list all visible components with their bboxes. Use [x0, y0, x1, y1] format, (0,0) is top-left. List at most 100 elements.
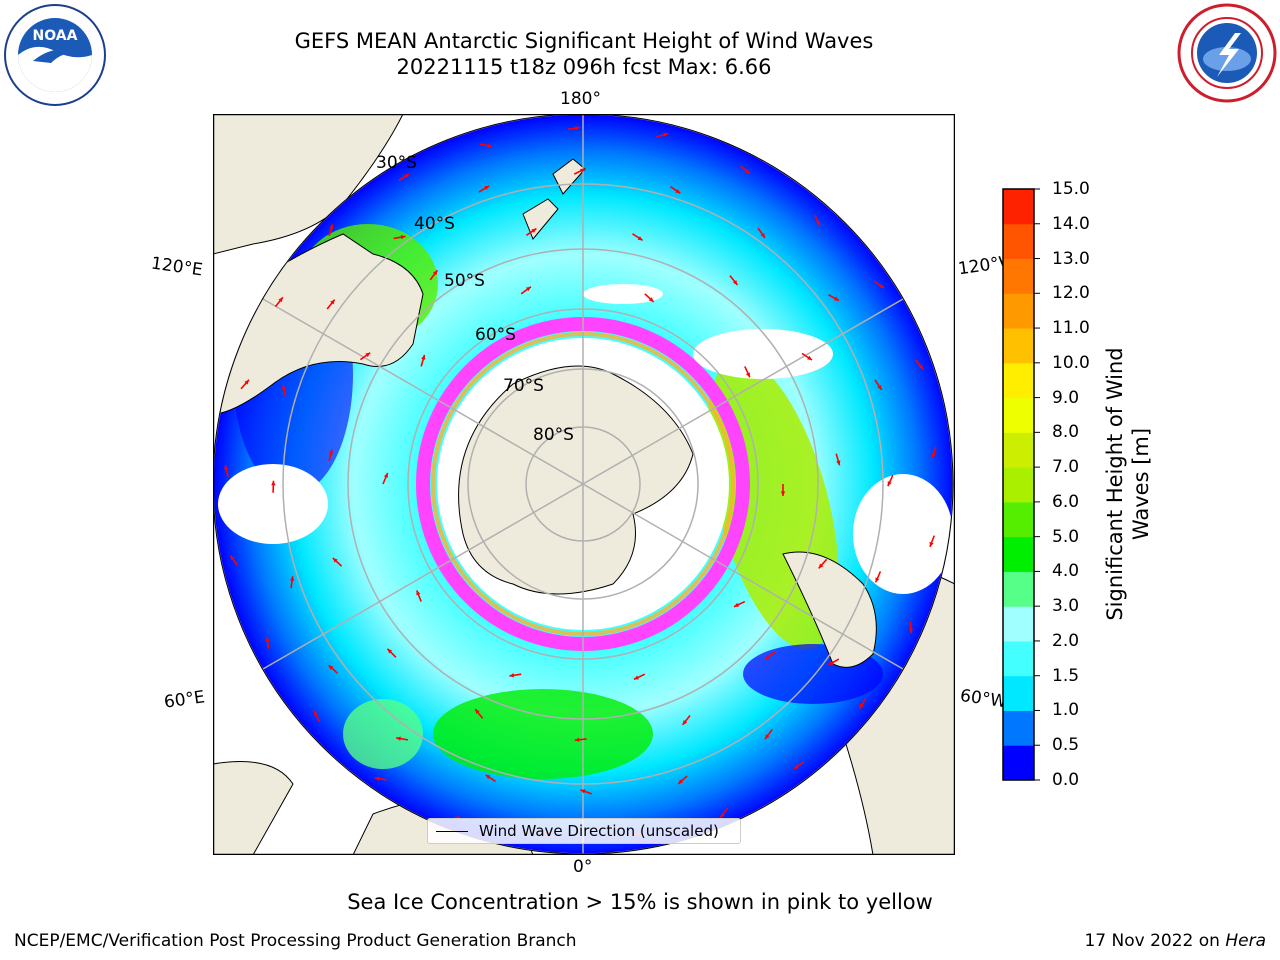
wave-direction-arrow [858, 698, 867, 710]
wave-direction-arrow [281, 384, 287, 397]
wave-direction-arrow [814, 214, 821, 227]
wave-direction-arrow [526, 227, 537, 237]
wave-direction-arrow [393, 235, 406, 240]
wave-direction-arrow [632, 233, 644, 242]
colorbar-tick-label: 4.0 [1052, 561, 1080, 582]
wave-direction-arrow [274, 296, 284, 308]
wave-direction-arrow [874, 571, 882, 583]
wave-direction-arrow [931, 446, 937, 459]
lon-label-0: 0° [573, 857, 593, 877]
colorbar-tick-label: 7.0 [1052, 457, 1080, 478]
wave-direction-arrow [429, 269, 439, 281]
colorbar-tick-label: 11.0 [1052, 318, 1090, 339]
wave-direction-arrow [740, 165, 751, 175]
wave-direction-arrow [328, 449, 334, 462]
wave-direction-arrow [573, 168, 586, 175]
wave-direction-arrow [828, 658, 840, 666]
wave-direction-arrow [574, 737, 587, 742]
footer-host: Hera [1225, 931, 1266, 951]
colorbar-segment [1003, 328, 1034, 364]
wave-direction-arrow [633, 673, 646, 681]
wave-direction-arrow [793, 761, 805, 770]
colorbar-segment [1003, 293, 1034, 329]
wave-direction-arrow [382, 472, 389, 485]
lat-label-30s: 30°S [376, 153, 417, 173]
wave-direction-arrow [374, 776, 387, 781]
wave-direction-arrow [915, 359, 924, 370]
wave-direction-arrow [386, 648, 397, 658]
colorbar-tick-label: 13.0 [1052, 248, 1090, 269]
wave-direction-arrow [265, 636, 270, 649]
wave-direction-arrow [395, 736, 409, 741]
colorbar-segment [1003, 640, 1034, 677]
footer-date-text: 17 Nov 2022 on [1084, 931, 1226, 951]
wave-direction-arrow [929, 535, 935, 548]
colorbar-segment [1003, 189, 1034, 225]
graticule [213, 114, 953, 854]
wave-direction-arrow [887, 474, 894, 487]
wave-direction-arrow [478, 185, 490, 193]
wave-direction-arrow [398, 173, 410, 182]
wave-direction-arrow [580, 789, 593, 795]
colorbar-tick-label: 14.0 [1052, 213, 1090, 234]
wave-direction-arrow [744, 366, 751, 378]
nws-logo [1177, 3, 1277, 103]
wave-direction-arrow [359, 352, 371, 361]
colorbar-segment [1003, 501, 1034, 538]
wave-direction-arrow [828, 294, 840, 302]
wave-direction-arrow [681, 714, 691, 726]
wave-direction-arrow [764, 651, 776, 660]
colorbar-segment [1003, 745, 1034, 781]
colorbar-tick-label: 3.0 [1052, 596, 1080, 617]
colorbar-tick-label: 6.0 [1052, 491, 1080, 512]
colorbar-tick-label: 10.0 [1052, 352, 1090, 373]
wave-direction-arrow [873, 280, 885, 289]
wave-direction-arrow [326, 299, 336, 310]
lon-label-180: 180° [560, 89, 601, 109]
colorbar-segment [1003, 710, 1034, 746]
colorbar-tick-label: 9.0 [1052, 387, 1080, 408]
lat-label-80s: 80°S [533, 425, 574, 445]
wave-direction-arrow [801, 352, 813, 361]
wave-direction-arrow [677, 775, 688, 785]
lon-label-60e: 60°E [162, 687, 207, 713]
wave-direction-arrow [485, 774, 497, 783]
colorbar-segment [1003, 675, 1034, 711]
wave-direction-arrow [729, 275, 739, 286]
wave-direction-arrow [764, 729, 773, 740]
lon-label-120e: 120°E [149, 253, 204, 281]
wave-direction-arrow [420, 354, 426, 367]
wind-wave-arrows [224, 126, 937, 839]
lat-label-70s: 70°S [503, 376, 544, 396]
noaa-logo: NOAA [4, 4, 106, 106]
wave-direction-arrow [520, 286, 532, 295]
wave-direction-arrow [509, 673, 522, 678]
colorbar-tick-label: 0.5 [1052, 735, 1080, 756]
wave-direction-arrow [328, 224, 334, 236]
colorbar-tick-label: 1.5 [1052, 665, 1080, 686]
wave-direction-arrow [908, 621, 914, 634]
wave-direction-arrow [719, 807, 729, 819]
wave-blob-green-south [433, 689, 653, 779]
lat-label-40s: 40°S [414, 214, 455, 234]
footer-date: 17 Nov 2022 on Hera [1084, 931, 1266, 951]
wave-direction-arrow [224, 464, 229, 477]
wave-direction-arrow [835, 453, 841, 466]
wave-direction-arrow [656, 132, 669, 138]
wave-direction-arrow [567, 126, 580, 131]
lat-label-50s: 50°S [444, 271, 485, 291]
colorbar-tick-label: 5.0 [1052, 526, 1080, 547]
wave-direction-arrow [480, 143, 493, 148]
polar-map [213, 114, 955, 855]
map-legend: Wind Wave Direction (unscaled) [427, 818, 741, 844]
wave-direction-arrow [240, 379, 250, 390]
wave-direction-arrow [757, 227, 766, 239]
wave-direction-arrow [328, 664, 339, 674]
wave-direction-arrow [669, 185, 681, 194]
chart-title: GEFS MEAN Antarctic Significant Height o… [294, 29, 874, 53]
colorbar-segment [1003, 571, 1034, 607]
colorbar-tick-label: 0.0 [1052, 770, 1080, 790]
colorbar-segment [1003, 397, 1034, 433]
colorbar-segment [1003, 258, 1034, 294]
legend-line-swatch [436, 831, 468, 832]
